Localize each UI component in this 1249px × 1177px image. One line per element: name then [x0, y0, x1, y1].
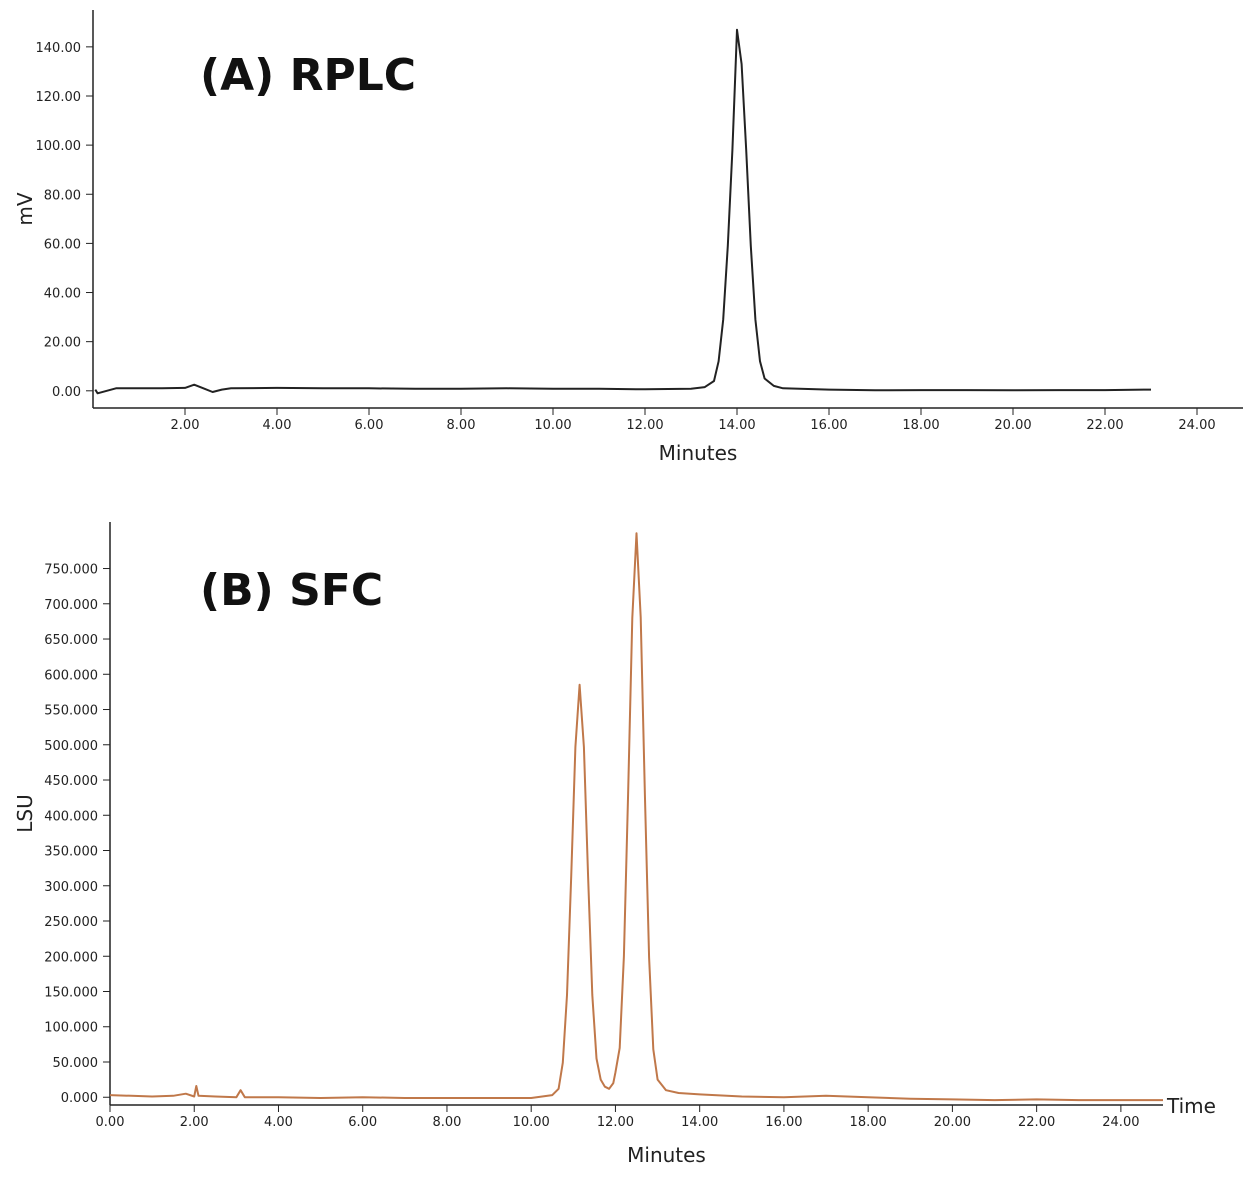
x-tick-label: 20.00: [934, 1115, 971, 1130]
y-axis-label: mV: [13, 192, 37, 225]
x-tick-label: 18.00: [850, 1115, 887, 1130]
trace: [94, 28, 1152, 395]
y-tick-label: 600.000: [44, 668, 98, 683]
x-tick-label: 12.00: [626, 418, 663, 433]
y-tick-label: 100.000: [44, 1021, 98, 1036]
x-tick-label: 22.00: [1018, 1115, 1055, 1130]
x-tick-label: 20.00: [994, 418, 1031, 433]
x-tick-label: 8.00: [447, 418, 476, 433]
axis-annotation: Time: [1166, 1094, 1216, 1118]
y-axis-label: LSU: [13, 794, 37, 832]
y-tick-label: 0.00: [52, 385, 81, 400]
y-tick-label: 750.000: [44, 563, 98, 578]
x-tick-label: 12.00: [597, 1115, 634, 1130]
x-tick-label: 10.00: [513, 1115, 550, 1130]
x-axis-label: Minutes: [659, 441, 738, 465]
x-tick-label: 22.00: [1086, 418, 1123, 433]
y-tick-label: 550.000: [44, 704, 98, 719]
x-tick-label: 2.00: [180, 1115, 209, 1130]
y-tick-label: 60.00: [44, 237, 81, 252]
y-tick-label: 0.000: [61, 1091, 98, 1106]
chart-title: (B) SFC: [200, 565, 383, 616]
y-tick-label: 140.00: [36, 41, 82, 56]
x-tick-label: 4.00: [264, 1115, 293, 1130]
x-tick-label: 0.00: [96, 1115, 125, 1130]
y-tick-label: 20.00: [44, 336, 81, 351]
y-tick-label: 350.000: [44, 845, 98, 860]
y-tick-label: 400.000: [44, 809, 98, 824]
x-tick-label: 6.00: [348, 1115, 377, 1130]
x-tick-label: 24.00: [1102, 1115, 1139, 1130]
y-tick-label: 100.00: [36, 139, 82, 154]
y-tick-label: 700.000: [44, 598, 98, 613]
x-tick-label: 24.00: [1178, 418, 1215, 433]
y-tick-label: 120.00: [36, 90, 82, 105]
trace: [109, 532, 1163, 1102]
y-tick-label: 150.000: [44, 986, 98, 1001]
y-tick-label: 80.00: [44, 188, 81, 203]
y-tick-label: 450.000: [44, 774, 98, 789]
x-tick-label: 18.00: [902, 418, 939, 433]
y-tick-label: 300.000: [44, 880, 98, 895]
y-tick-label: 40.00: [44, 287, 81, 302]
x-tick-label: 8.00: [432, 1115, 461, 1130]
x-tick-label: 2.00: [171, 418, 200, 433]
y-tick-label: 500.000: [44, 739, 98, 754]
chart-title: (A) RPLC: [200, 50, 416, 101]
y-tick-label: 200.000: [44, 950, 98, 965]
x-tick-label: 10.00: [534, 418, 571, 433]
x-tick-label: 16.00: [810, 418, 847, 433]
x-tick-label: 16.00: [765, 1115, 802, 1130]
x-axis-label: Minutes: [627, 1143, 706, 1167]
x-tick-label: 4.00: [263, 418, 292, 433]
y-tick-label: 650.000: [44, 633, 98, 648]
x-tick-label: 6.00: [355, 418, 384, 433]
y-tick-label: 250.000: [44, 915, 98, 930]
x-tick-label: 14.00: [718, 418, 755, 433]
x-tick-label: 14.00: [681, 1115, 718, 1130]
y-tick-label: 50.000: [53, 1056, 99, 1071]
